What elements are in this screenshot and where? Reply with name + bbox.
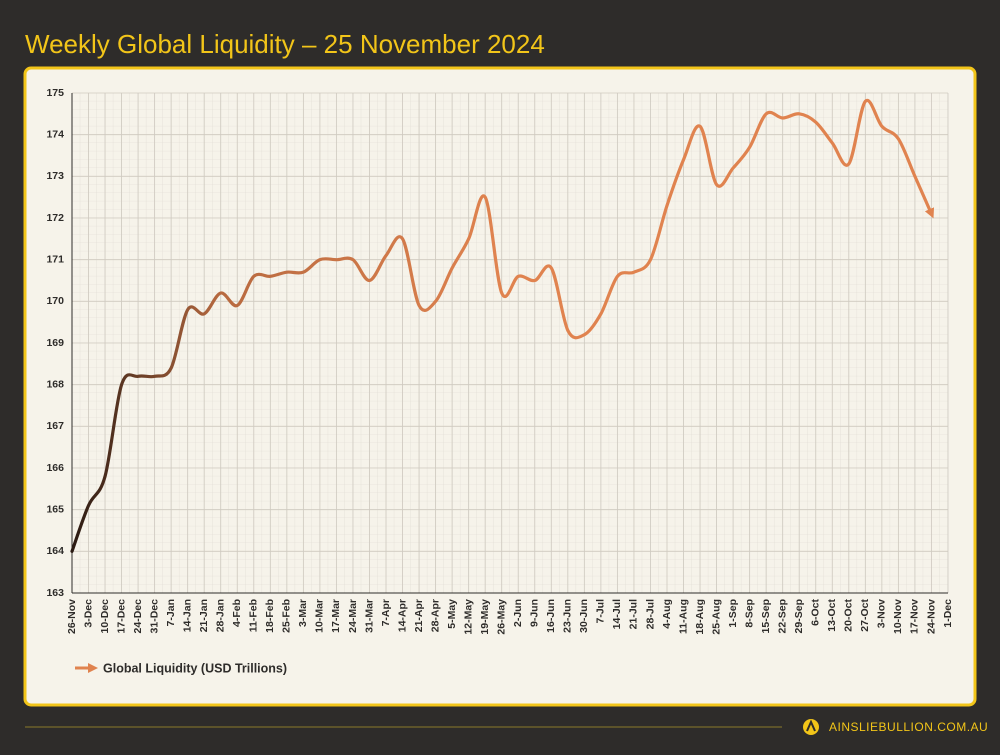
x-tick-label: 4-Feb xyxy=(231,599,243,627)
y-tick-label: 173 xyxy=(46,170,64,182)
x-tick-label: 17-Nov xyxy=(909,599,921,634)
y-tick-label: 175 xyxy=(46,87,64,99)
x-tick-label: 7-Apr xyxy=(380,599,392,626)
data-line xyxy=(70,98,935,553)
y-tick-label: 164 xyxy=(46,545,64,557)
x-tick-label: 21-Jan xyxy=(198,599,210,632)
x-tick-label: 25-Feb xyxy=(281,599,293,633)
x-tick-label: 27-Oct xyxy=(859,599,871,632)
y-tick-label: 169 xyxy=(46,337,64,349)
x-tick-label: 5-May xyxy=(446,599,458,629)
legend-arrow xyxy=(88,663,98,673)
y-tick-label: 174 xyxy=(46,128,64,140)
x-tick-label: 26-May xyxy=(496,599,508,635)
x-tick-label: 10-Nov xyxy=(892,599,904,634)
x-tick-label: 4-Aug xyxy=(661,599,673,629)
brand-logo-mark xyxy=(806,719,816,732)
x-tick-label: 8-Sep xyxy=(743,599,755,628)
x-tick-label: 26-Nov xyxy=(66,599,78,634)
x-tick-label: 25-Aug xyxy=(710,599,722,635)
y-tick-label: 171 xyxy=(46,253,64,265)
x-tick-label: 18-Aug xyxy=(694,599,706,635)
x-tick-label: 14-Jan xyxy=(181,599,193,632)
y-tick-label: 167 xyxy=(46,420,64,432)
x-tick-label: 2-Jun xyxy=(512,599,524,627)
x-tick-label: 11-Feb xyxy=(248,599,260,632)
y-tick-label: 166 xyxy=(46,462,64,474)
x-tick-label: 29-Sep xyxy=(793,599,805,633)
y-tick-label: 165 xyxy=(46,503,64,515)
x-tick-label: 11-Aug xyxy=(677,599,689,634)
x-tick-label: 23-Jun xyxy=(562,599,574,633)
x-tick-label: 24-Dec xyxy=(132,599,144,634)
chart-title: Weekly Global Liquidity – 25 November 20… xyxy=(25,29,545,59)
x-tick-label: 20-Oct xyxy=(843,599,855,632)
x-tick-label: 16-Jun xyxy=(545,599,557,633)
x-tick-label: 22-Sep xyxy=(776,599,788,633)
x-tick-label: 28-Apr xyxy=(429,599,441,632)
x-tick-label: 17-Mar xyxy=(330,599,342,633)
x-tick-label: 31-Mar xyxy=(363,599,375,633)
x-tick-label: 6-Oct xyxy=(810,599,822,626)
x-tick-label: 12-May xyxy=(462,599,474,635)
x-tick-label: 17-Dec xyxy=(115,599,127,634)
x-tick-label: 10-Mar xyxy=(314,599,326,633)
x-tick-label: 21-Jul xyxy=(628,599,640,629)
x-tick-label: 7-Jul xyxy=(595,599,607,624)
legend: Global Liquidity (USD Trillions) xyxy=(75,661,287,675)
x-tick-label: 28-Jul xyxy=(644,599,656,629)
brand-text: AINSLIEBULLION.COM.AU xyxy=(829,720,988,734)
x-tick-label: 10-Dec xyxy=(99,599,111,634)
x-tick-label: 21-Apr xyxy=(413,599,425,632)
y-tick-label: 163 xyxy=(46,587,64,599)
x-tick-label: 31-Dec xyxy=(148,599,160,634)
x-tick-label: 24-Nov xyxy=(925,599,937,634)
y-tick-label: 170 xyxy=(46,295,64,307)
x-tick-label: 3-Mar xyxy=(297,599,309,627)
y-tick-label: 168 xyxy=(46,378,64,390)
x-tick-label: 7-Jan xyxy=(165,599,177,626)
x-tick-label: 24-Mar xyxy=(347,599,359,633)
x-tick-label: 1-Dec xyxy=(942,599,954,628)
y-tick-label: 172 xyxy=(46,212,64,224)
x-tick-label: 30-Jun xyxy=(578,599,590,633)
x-tick-label: 14-Jul xyxy=(611,599,623,629)
x-tick-label: 19-May xyxy=(479,599,491,635)
x-tick-label: 9-Jun xyxy=(529,599,541,627)
x-tick-label: 14-Apr xyxy=(396,599,408,632)
x-tick-label: 18-Feb xyxy=(264,599,276,633)
legend-label: Global Liquidity (USD Trillions) xyxy=(103,661,287,675)
x-tick-label: 3-Dec xyxy=(82,599,94,628)
x-tick-label: 13-Oct xyxy=(826,599,838,632)
x-tick-label: 28-Jan xyxy=(215,599,227,632)
x-tick-label: 15-Sep xyxy=(760,599,772,633)
x-tick-label: 3-Nov xyxy=(876,599,888,628)
x-tick-label: 1-Sep xyxy=(727,599,739,628)
